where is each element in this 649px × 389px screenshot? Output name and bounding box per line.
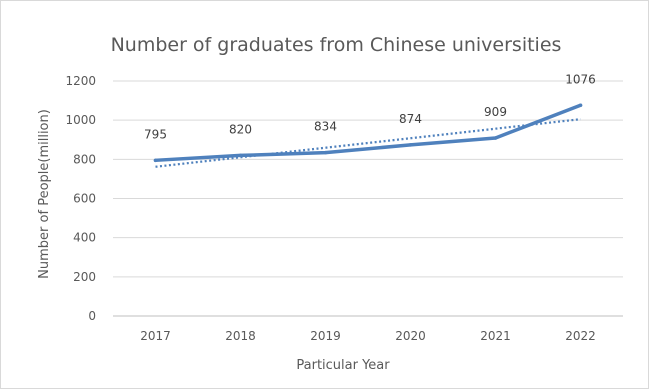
gridlines	[113, 80, 623, 317]
y-tick-label: 1200	[65, 74, 96, 88]
data-point	[238, 153, 243, 158]
data-label: 795	[144, 127, 167, 141]
x-tick-label: 2022	[565, 329, 596, 343]
data-point	[493, 136, 498, 140]
x-tick-label: 2021	[480, 329, 511, 343]
x-axis-ticks: 2017 2018 2019 2020 2021 2022	[140, 329, 596, 343]
data-label: 909	[484, 105, 507, 119]
y-tick-label: 400	[73, 231, 96, 245]
x-tick-label: 2018	[225, 329, 256, 343]
chart-title: Number of graduates from Chinese univers…	[111, 34, 562, 56]
y-tick-label: 800	[73, 152, 96, 166]
trendline-layer	[155, 118, 581, 168]
x-axis-label: Particular Year	[296, 358, 390, 373]
x-tick-label: 2020	[395, 329, 426, 343]
y-axis-label: Number of People(million)	[37, 109, 52, 279]
data-label: 834	[314, 120, 337, 134]
y-tick-label: 600	[73, 192, 96, 206]
data-label: 874	[399, 112, 422, 126]
data-point	[408, 143, 413, 147]
data-point	[323, 150, 328, 155]
trendline	[155, 118, 581, 168]
series-line	[153, 103, 583, 163]
x-tick-label: 2017	[140, 329, 171, 343]
data-label: 820	[229, 122, 252, 136]
x-tick-label: 2019	[310, 329, 341, 343]
y-axis-ticks: 0 200 400 600 800 1000 1200	[65, 74, 96, 323]
series-layer	[153, 103, 583, 163]
data-label: 1076	[565, 72, 596, 86]
y-tick-label: 1000	[65, 113, 96, 127]
data-labels: 795 820 834 874 909 1076	[144, 72, 596, 141]
data-point	[578, 103, 583, 108]
y-tick-label: 0	[88, 309, 96, 323]
y-tick-label: 200	[73, 270, 96, 284]
data-point	[153, 158, 158, 163]
